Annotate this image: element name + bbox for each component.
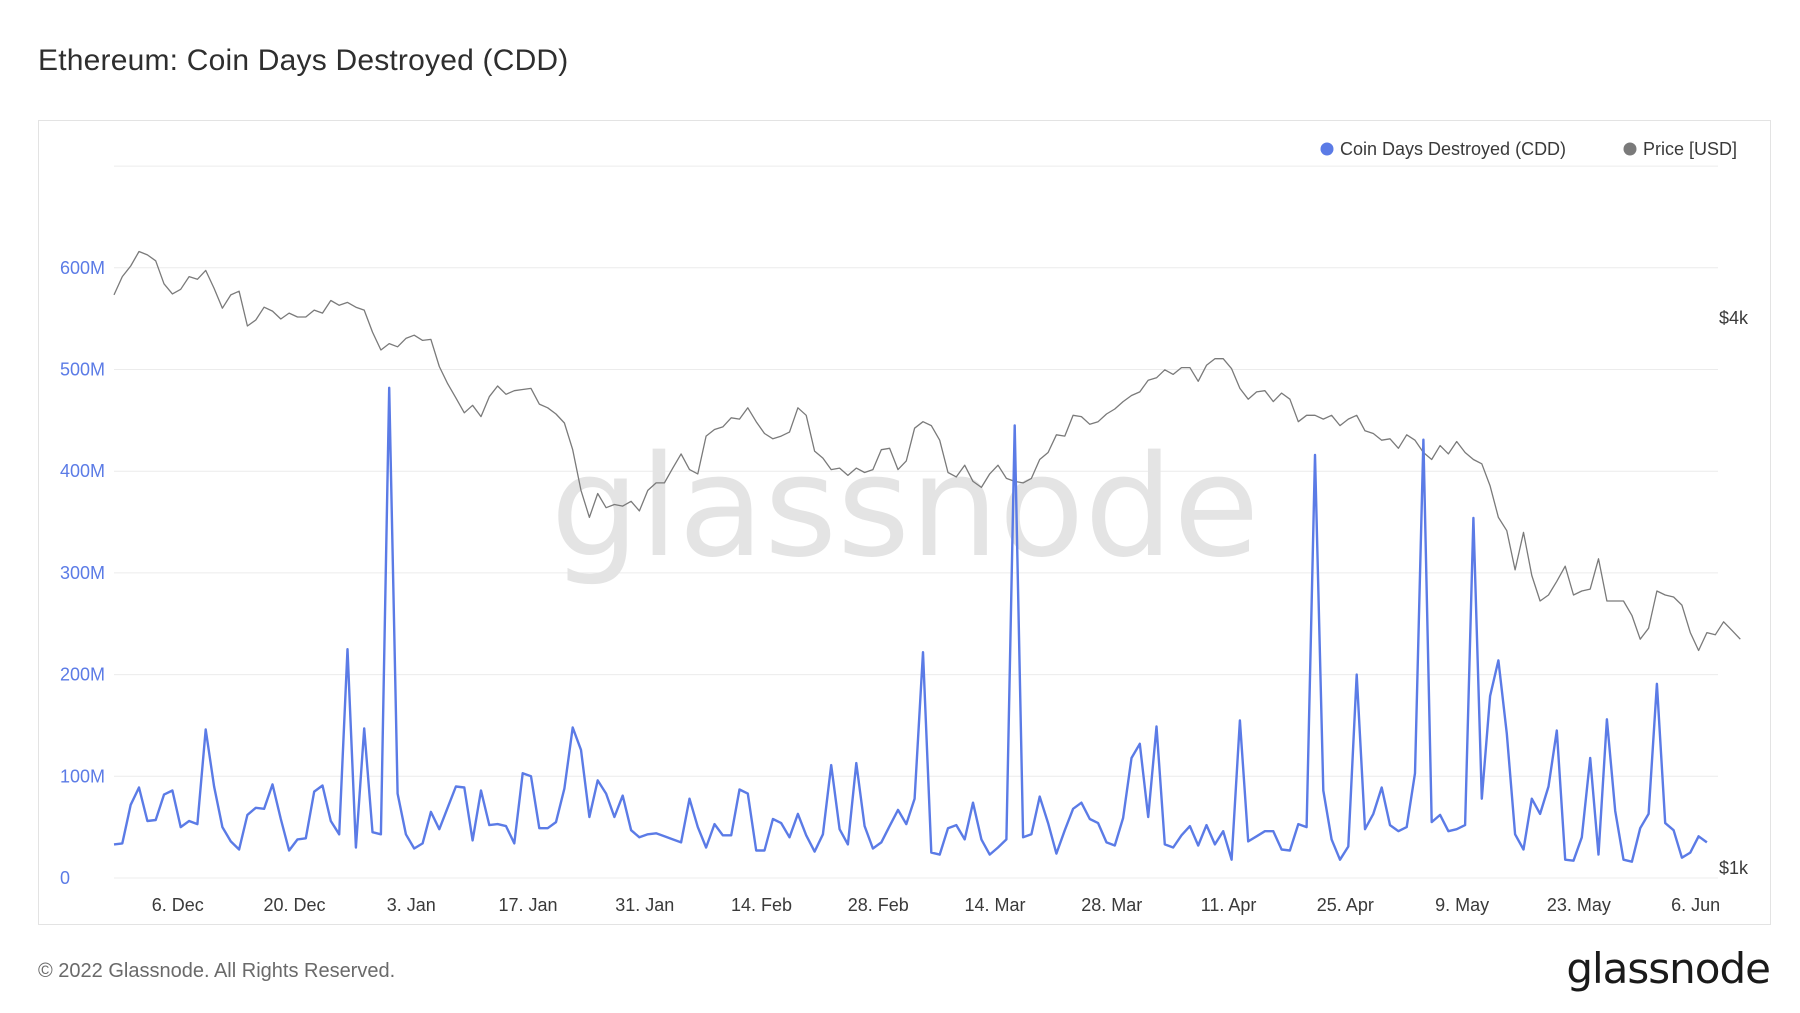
x-axis-tick-label: 17. Jan (498, 895, 557, 915)
x-axis-tick-label: 3. Jan (387, 895, 436, 915)
x-axis-tick-label: 6. Jun (1671, 895, 1720, 915)
chart-panel (38, 120, 1771, 925)
price-series-line (113, 250, 1741, 652)
left-axis-tick-label: 100M (60, 766, 105, 786)
left-axis-tick-label: 200M (60, 665, 105, 685)
glassnode-logo: glassnode (1566, 944, 1771, 993)
x-axis-tick-label: 14. Mar (965, 895, 1026, 915)
left-axis-tick-label: 500M (60, 360, 105, 380)
x-axis-tick-label: 20. Dec (263, 895, 325, 915)
x-axis-tick-label: 28. Feb (848, 895, 909, 915)
right-axis-tick-label: $1k (1719, 858, 1749, 878)
legend-cdd-marker (1320, 142, 1334, 156)
copyright: © 2022 Glassnode. All Rights Reserved. (38, 960, 396, 982)
left-axis-ticks: 0 100M 200M 300M 400M 500M 600M (60, 258, 105, 888)
x-axis-tick-label: 6. Dec (152, 895, 204, 915)
right-axis-ticks: $1k $4k (1719, 308, 1749, 878)
legend-price-marker (1623, 142, 1637, 156)
chart-title: Ethereum: Coin Days Destroyed (CDD) (38, 44, 569, 77)
x-axis-tick-label: 11. Apr (1201, 895, 1257, 915)
right-axis-tick-label: $4k (1719, 308, 1749, 328)
x-axis-tick-label: 28. Mar (1081, 895, 1142, 915)
x-axis-ticks: 6. Dec 20. Dec 3. Jan 17. Jan 31. Jan 14. Feb… (152, 895, 1720, 915)
legend-price-label: Price [USD] (1643, 139, 1737, 159)
x-axis-tick-label: 23. May (1547, 895, 1611, 915)
x-axis-tick-label: 25. Apr (1317, 895, 1374, 915)
legend: Coin Days Destroyed (CDD) Price [USD] (1320, 139, 1737, 159)
series-layer (113, 250, 1741, 863)
x-axis-tick-label: 31. Jan (615, 895, 674, 915)
left-axis-tick-label: 0 (60, 868, 70, 888)
cdd-series-line (113, 386, 1708, 863)
left-axis-tick-label: 600M (60, 258, 105, 278)
left-axis-tick-label: 300M (60, 563, 105, 583)
watermark: glassnode (551, 426, 1260, 589)
x-axis-tick-label: 14. Feb (731, 895, 792, 915)
left-axis-tick-label: 400M (60, 461, 105, 481)
x-axis-tick-label: 9. May (1435, 895, 1489, 915)
legend-cdd-label: Coin Days Destroyed (CDD) (1340, 139, 1566, 159)
